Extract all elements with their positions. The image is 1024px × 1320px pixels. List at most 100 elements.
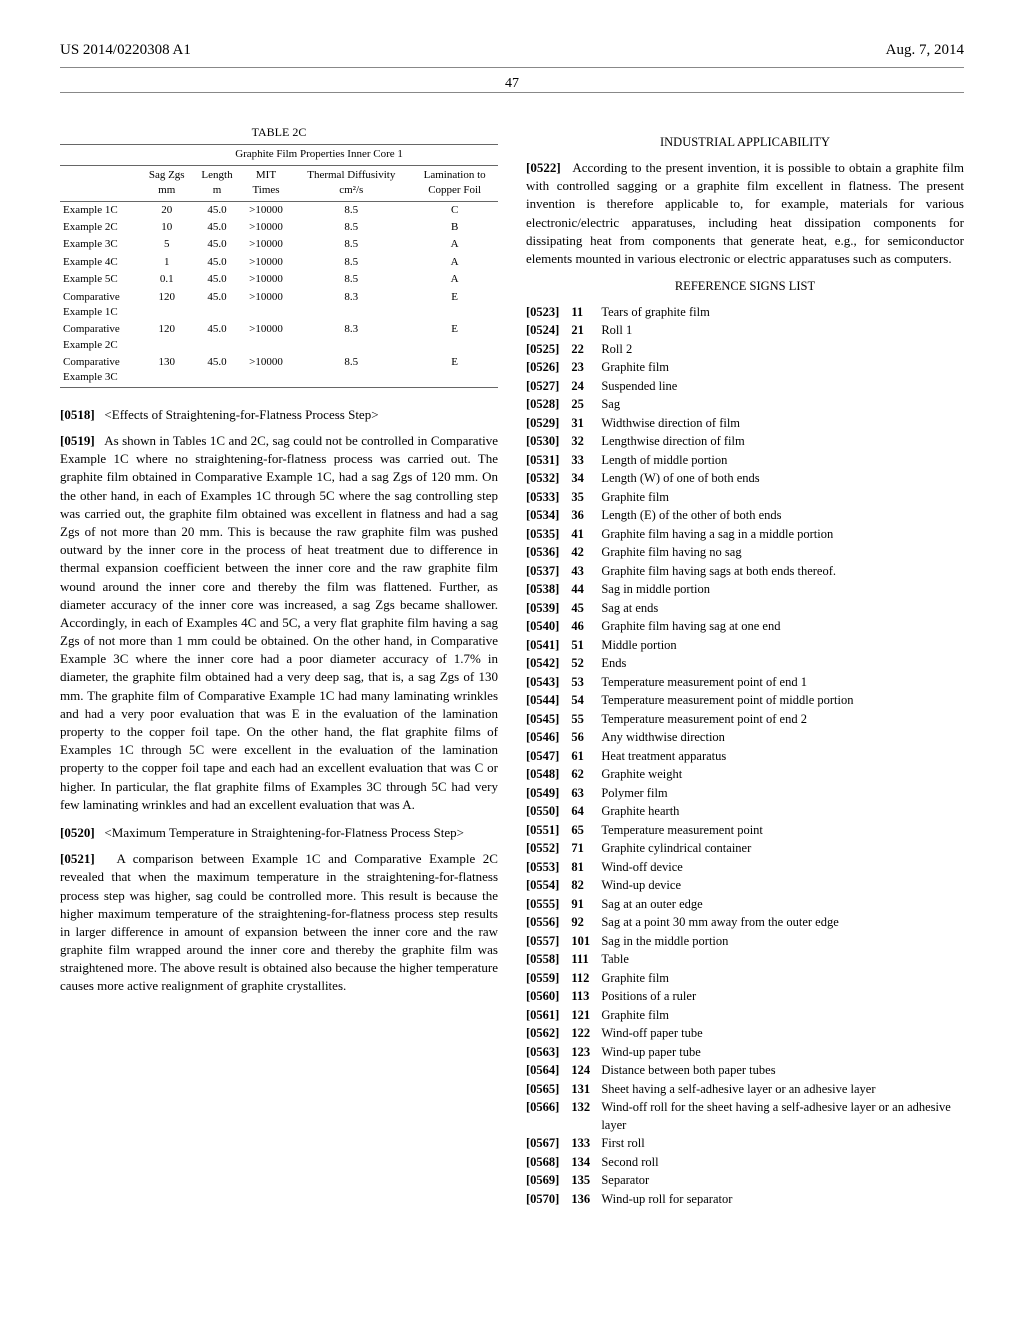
table-cell: 1: [140, 254, 193, 271]
ref-desc: Graphite film having sag at one end: [601, 618, 780, 636]
reference-item: [0530] 32 Lengthwise direction of film: [526, 433, 964, 451]
ref-desc: Wind-up device: [601, 877, 681, 895]
reference-item: [0544]54Temperature measurement point of…: [526, 692, 964, 710]
reference-item: [0551]65Temperature measurement point: [526, 822, 964, 840]
ref-para-num: [0524]: [526, 322, 559, 340]
ref-desc: Tears of graphite film: [601, 304, 709, 322]
ref-para-num: [0544]: [526, 692, 559, 710]
row-label: Example 3C: [60, 236, 140, 253]
ref-desc: Positions of a ruler: [601, 988, 696, 1006]
ref-desc: Graphite weight: [601, 766, 682, 784]
reference-item: [0565]131Sheet having a self-adhesive la…: [526, 1081, 964, 1099]
reference-item: [0548]62Graphite weight: [526, 766, 964, 784]
ref-sign-num: 92: [571, 914, 595, 932]
ref-sign-num: 61: [571, 748, 595, 766]
ref-desc: Distance between both paper tubes: [601, 1062, 775, 1080]
table-cell: 45.0: [193, 289, 240, 322]
ref-desc: Lengthwise direction of film: [601, 433, 744, 451]
reference-item: [0541]51Middle portion: [526, 637, 964, 655]
para-0518: [0518] <Effects of Straightening-for-Fla…: [60, 406, 498, 424]
ref-desc: Temperature measurement point of end 1: [601, 674, 807, 692]
ref-sign-num: 31: [571, 415, 595, 433]
reference-item: [0539]45Sag at ends: [526, 600, 964, 618]
section-industrial-applicability: INDUSTRIAL APPLICABILITY: [526, 134, 964, 152]
ref-para-num: [0561]: [526, 1007, 559, 1025]
table-cell: E: [411, 321, 498, 354]
ref-para-num: [0528]: [526, 396, 559, 414]
ref-para-num: [0531]: [526, 452, 559, 470]
table-cell: 5: [140, 236, 193, 253]
ref-sign-num: 121: [571, 1007, 595, 1025]
ref-desc: Polymer film: [601, 785, 667, 803]
ref-desc: Graphite film having a sag in a middle p…: [601, 526, 833, 544]
ref-para-num: [0559]: [526, 970, 559, 988]
table-cell: 8.3: [291, 289, 411, 322]
ref-para-num: [0552]: [526, 840, 559, 858]
reference-item: [0563]123Wind-up paper tube: [526, 1044, 964, 1062]
ref-para-num: [0564]: [526, 1062, 559, 1080]
ref-para-num: [0549]: [526, 785, 559, 803]
reference-item: [0555]91Sag at an outer edge: [526, 896, 964, 914]
ref-para-num: [0541]: [526, 637, 559, 655]
reference-item: [0532]34Length (W) of one of both ends: [526, 470, 964, 488]
ref-para-num: [0530]: [526, 433, 559, 451]
ref-para-num: [0535]: [526, 526, 559, 544]
ref-desc: Roll 1: [601, 322, 632, 340]
table-cell: 8.5: [291, 271, 411, 288]
ref-sign-num: 52: [571, 655, 595, 673]
reference-item: [0535] 41 Graphite film having a sag in a …: [526, 526, 964, 544]
para-0522: [0522] According to the present inventio…: [526, 159, 964, 268]
ref-sign-num: 131: [571, 1081, 595, 1099]
content-columns: TABLE 2C Graphite Film Properties Inner …: [60, 124, 964, 1210]
reference-item: [0558]111Table: [526, 951, 964, 969]
ref-sign-num: 64: [571, 803, 595, 821]
reference-item: [0553]81Wind-off device: [526, 859, 964, 877]
ref-desc: Roll 2: [601, 341, 632, 359]
ref-desc: Graphite film: [601, 1007, 669, 1025]
reference-item: [0542]52Ends: [526, 655, 964, 673]
ref-sign-num: 112: [571, 970, 595, 988]
ref-sign-num: 65: [571, 822, 595, 840]
ref-para-num: [0558]: [526, 951, 559, 969]
ref-desc: Graphite film having sags at both ends t…: [601, 563, 836, 581]
table-cell: 45.0: [193, 201, 240, 219]
ref-para-num: [0537]: [526, 563, 559, 581]
ref-sign-num: 35: [571, 489, 595, 507]
table-cell: >10000: [241, 254, 292, 271]
col-mit: MITTimes: [241, 165, 292, 201]
reference-item: [0534]36Length (E) of the other of both …: [526, 507, 964, 525]
ref-sign-num: 32: [571, 433, 595, 451]
table-row: Example 3C545.0>100008.5A: [60, 236, 498, 253]
ref-para-num: [0547]: [526, 748, 559, 766]
publication-date: Aug. 7, 2014: [886, 40, 964, 61]
ref-para-num: [0554]: [526, 877, 559, 895]
reference-item: [0527]24Suspended line: [526, 378, 964, 396]
ref-para-num: [0553]: [526, 859, 559, 877]
ref-sign-num: 124: [571, 1062, 595, 1080]
ref-para-num: [0536]: [526, 544, 559, 562]
reference-item: [0549]63Polymer film: [526, 785, 964, 803]
left-column: TABLE 2C Graphite Film Properties Inner …: [60, 124, 498, 1210]
reference-item: [0566]132Wind-off roll for the sheet hav…: [526, 1099, 964, 1134]
page-header: US 2014/0220308 A1 Aug. 7, 2014: [60, 40, 964, 68]
row-label: ComparativeExample 3C: [60, 354, 140, 387]
ref-para-num: [0557]: [526, 933, 559, 951]
table-cell: 45.0: [193, 236, 240, 253]
ref-sign-num: 41: [571, 526, 595, 544]
reference-item: [0536]42Graphite film having no sag: [526, 544, 964, 562]
ref-sign-num: 23: [571, 359, 595, 377]
table-cell: >10000: [241, 289, 292, 322]
table-cell: 8.5: [291, 201, 411, 219]
table-cell: 8.5: [291, 219, 411, 236]
table-cell: 0.1: [140, 271, 193, 288]
para-0521: [0521] A comparison between Example 1C a…: [60, 850, 498, 996]
table-row: ComparativeExample 1C12045.0>100008.3E: [60, 289, 498, 322]
table-cell: 45.0: [193, 354, 240, 387]
ref-desc: Suspended line: [601, 378, 677, 396]
reference-item: [0529]31Widthwise direction of film: [526, 415, 964, 433]
ref-sign-num: 111: [571, 951, 595, 969]
ref-sign-num: 135: [571, 1172, 595, 1190]
reference-item: [0557]101Sag in the middle portion: [526, 933, 964, 951]
ref-para-num: [0527]: [526, 378, 559, 396]
ref-sign-num: 136: [571, 1191, 595, 1209]
